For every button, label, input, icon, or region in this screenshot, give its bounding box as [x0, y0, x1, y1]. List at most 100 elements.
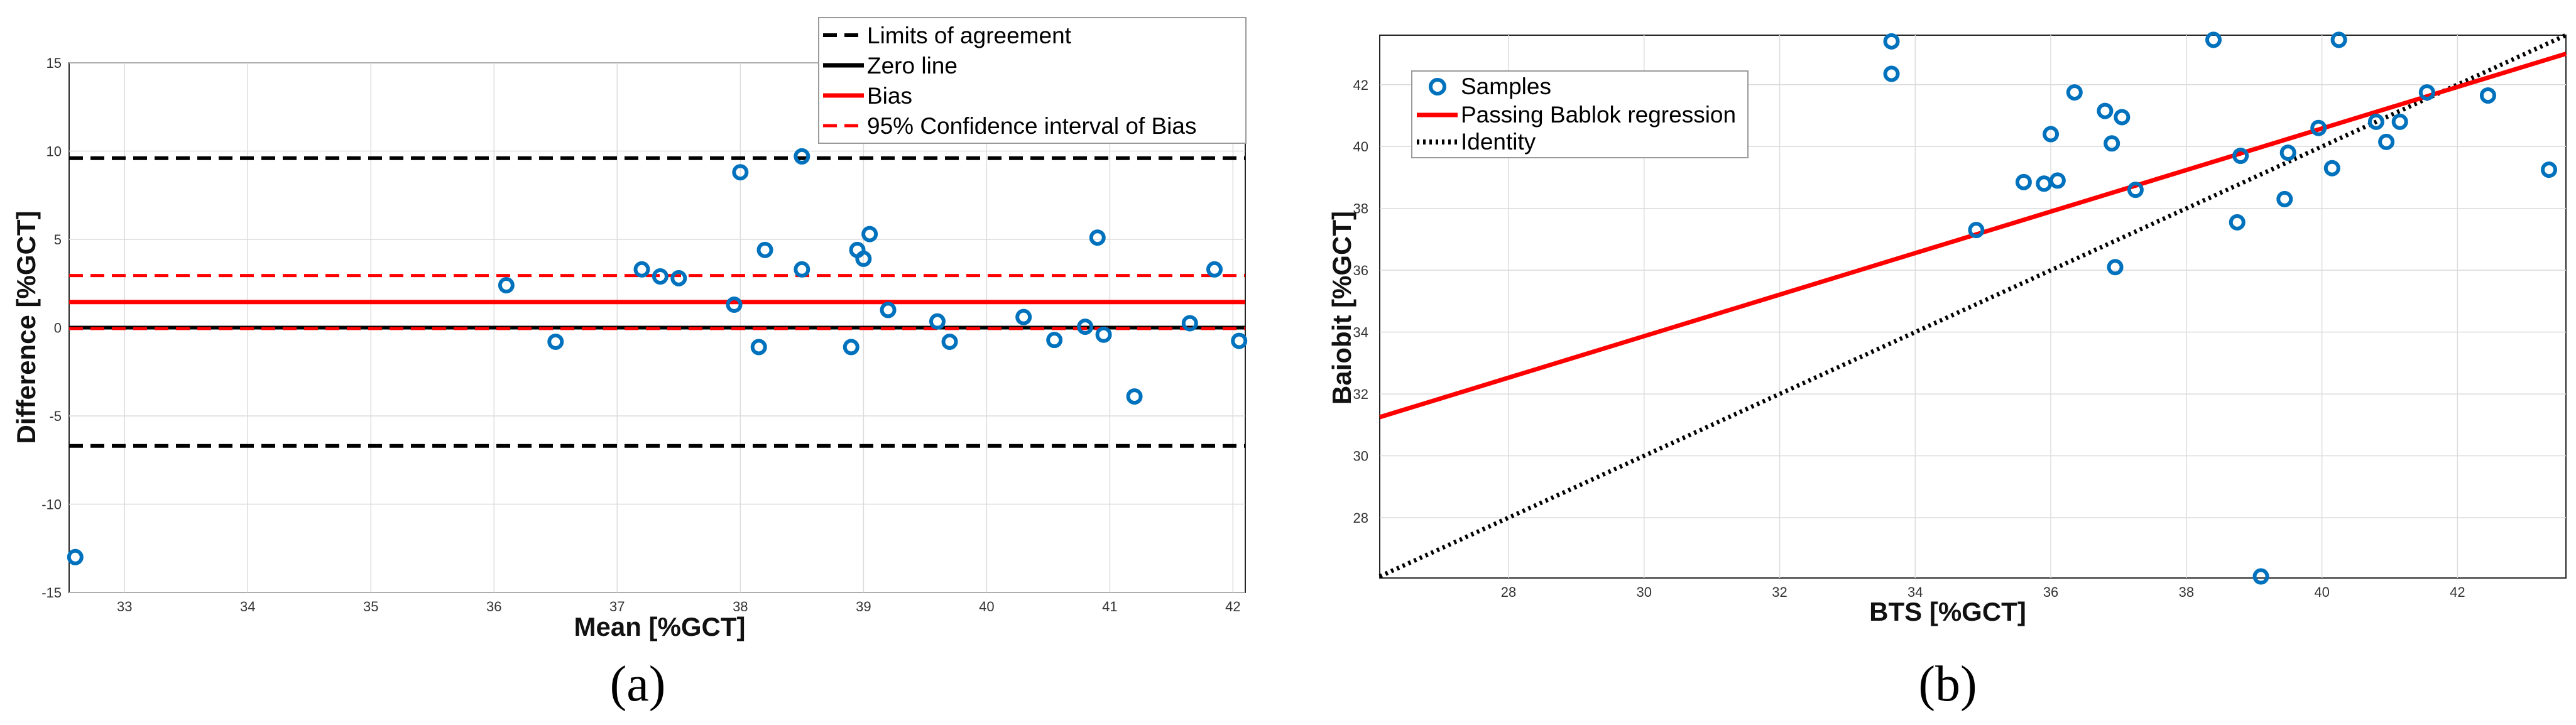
data-point	[2043, 126, 2060, 143]
legend-label-bias-ci: 95% Confidence interval of Bias	[867, 113, 1196, 139]
data-point	[1046, 332, 1063, 349]
y-tick-label: 15	[46, 55, 62, 71]
data-point	[2418, 84, 2435, 101]
x-tick-label: 38	[733, 599, 748, 614]
data-point	[2104, 135, 2120, 152]
data-point	[498, 277, 515, 294]
y-tick-label: 32	[1353, 386, 1368, 402]
x-tick-label: 38	[2179, 584, 2194, 600]
data-point	[2066, 84, 2083, 101]
x-tick-label: 37	[609, 599, 625, 614]
data-point	[1126, 388, 1143, 405]
data-point	[67, 548, 84, 565]
data-point	[1206, 261, 1223, 278]
x-tick-label: 36	[2043, 584, 2058, 600]
data-point	[2323, 160, 2340, 177]
data-point	[2479, 87, 2496, 104]
y-axis-title-b: Baiobit [%GCT]	[1327, 211, 1356, 405]
y-tick-label: -5	[49, 408, 62, 424]
data-point	[1883, 33, 1900, 50]
data-point	[880, 302, 897, 319]
legend-a: Limits of agreement Zero line Bias 95% C…	[818, 17, 1247, 144]
x-axis-title-a: Mean [%GCT]	[574, 612, 746, 641]
data-point	[1015, 308, 1032, 325]
y-tick-label: 10	[46, 144, 62, 160]
tick-labels-b: 28 30 32 34 36 38 40 42 28 30 32 34 36 38 40 42	[1353, 77, 2465, 600]
x-tick-label: 30	[1637, 584, 1652, 600]
reference-lines-a	[69, 156, 1245, 448]
bland-altman-panel: 33 34 35 36 37 38 39 40 41 42 -15 -10 -5 0 5 10 15 Mean …	[11, 17, 1248, 712]
legend-swatch-samples	[1429, 78, 1446, 95]
data-point	[2391, 113, 2408, 130]
panel-label-a: (a)	[610, 657, 666, 712]
data-point	[1968, 222, 1985, 239]
y-tick-label: 28	[1353, 510, 1368, 526]
panel-label-b: (b)	[1918, 657, 1977, 712]
x-tick-label: 40	[2314, 584, 2329, 600]
data-points-b	[1883, 31, 2558, 585]
x-tick-label: 41	[1102, 599, 1117, 614]
data-point	[633, 261, 650, 278]
data-point	[1883, 65, 1900, 82]
legend-box-a	[818, 17, 1247, 144]
data-point	[794, 261, 810, 278]
data-point	[670, 270, 687, 286]
legend-label-regression: Passing Bablok regression	[1461, 102, 1736, 128]
y-tick-label: -10	[41, 497, 62, 513]
data-point	[2541, 161, 2558, 178]
data-point	[652, 268, 669, 285]
data-point	[2229, 214, 2246, 231]
data-point	[2015, 173, 2032, 190]
x-tick-label: 33	[117, 599, 132, 614]
data-point	[2330, 31, 2347, 48]
legend-label-samples: Samples	[1461, 74, 1551, 99]
y-tick-label: 5	[54, 232, 62, 248]
data-point	[941, 333, 958, 350]
data-point	[1089, 229, 1106, 246]
data-point	[2279, 144, 2296, 161]
x-tick-label: 28	[1501, 584, 1516, 600]
legend-label-zero: Zero line	[867, 53, 958, 79]
data-point	[1181, 315, 1198, 332]
data-point	[1095, 326, 1112, 343]
legend-box-b	[1411, 70, 1749, 158]
passing-bablok-panel: 28 30 32 34 36 38 40 42 28 30 32 34 36 38 40 42 BTS [%G…	[1327, 31, 2567, 712]
data-point	[2378, 133, 2395, 150]
y-tick-label: 42	[1353, 77, 1368, 93]
legend-label-identity: Identity	[1461, 129, 1536, 155]
x-tick-label: 40	[979, 599, 994, 614]
tick-labels-a: 33 34 35 36 37 38 39 40 41 42 -15 -10 -5 0 5 10 15	[41, 55, 1240, 614]
x-tick-label: 36	[486, 599, 501, 614]
data-point	[750, 339, 767, 356]
data-point	[855, 250, 872, 267]
y-axis-title-a: Difference [%GCT]	[11, 210, 41, 444]
y-tick-label: 38	[1353, 201, 1368, 217]
x-tick-label: 34	[1907, 584, 1923, 600]
data-point	[726, 296, 743, 313]
data-point	[2232, 148, 2249, 164]
legend-b: Samples Passing Bablok regression Identi…	[1411, 70, 1749, 158]
data-point	[2252, 568, 2269, 585]
legend-label-limits: Limits of agreement	[867, 23, 1072, 48]
data-point	[2276, 190, 2293, 207]
data-point	[2127, 182, 2144, 199]
y-tick-label: 0	[54, 320, 62, 336]
data-point	[2310, 119, 2327, 136]
legend-label-bias: Bias	[867, 83, 912, 109]
x-tick-label: 32	[1772, 584, 1787, 600]
x-axis-title-b: BTS [%GCT]	[1869, 597, 2026, 626]
data-point	[2114, 109, 2131, 126]
data-point	[2107, 259, 2124, 276]
x-tick-label: 35	[363, 599, 378, 614]
x-tick-label: 42	[1225, 599, 1240, 614]
data-point	[794, 148, 810, 165]
x-tick-label: 34	[240, 599, 255, 614]
y-tick-label: 36	[1353, 263, 1368, 278]
data-point	[843, 339, 860, 356]
x-tick-label: 39	[856, 599, 871, 614]
y-tick-label: -15	[41, 585, 62, 601]
data-point	[2367, 113, 2384, 130]
data-point	[547, 333, 564, 350]
y-tick-label: 40	[1353, 139, 1368, 155]
